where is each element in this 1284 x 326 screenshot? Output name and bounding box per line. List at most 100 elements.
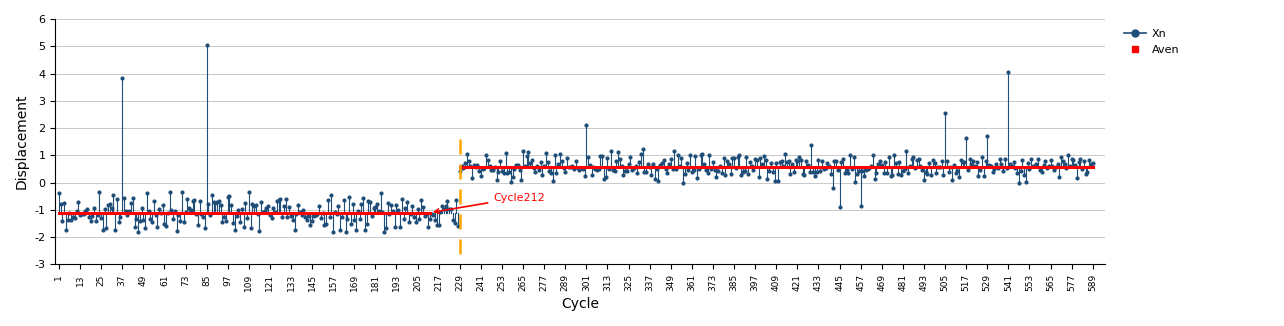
Point (1000, 161, 1021, 167)
Point (490, 158, 511, 163)
Point (270, 197, 290, 202)
Point (953, 159, 973, 165)
Point (317, 198, 338, 203)
Point (810, 169, 831, 174)
Point (707, 168, 728, 173)
Point (214, 215, 235, 220)
Point (272, 215, 293, 220)
Point (758, 176, 778, 182)
Point (706, 174, 727, 179)
Point (83, 205, 104, 211)
Point (882, 173, 903, 178)
Point (749, 174, 769, 179)
Point (103, 192, 123, 198)
Point (544, 153, 565, 158)
Point (850, 203, 871, 208)
Point (365, 204, 385, 209)
Point (697, 170, 718, 175)
Point (942, 177, 963, 183)
Point (615, 168, 636, 173)
Point (1023, 164, 1044, 169)
Point (833, 156, 854, 161)
Point (973, 173, 994, 178)
Point (407, 206, 428, 211)
Point (506, 163, 526, 168)
Point (886, 160, 907, 165)
Point (482, 167, 502, 172)
Point (455, 161, 475, 166)
Point (406, 219, 426, 224)
Point (193, 215, 213, 220)
Point (569, 167, 589, 172)
X-axis label: Cycle: Cycle (561, 297, 600, 311)
Point (849, 169, 869, 174)
Point (416, 211, 437, 216)
Point (381, 202, 402, 207)
Point (792, 171, 813, 177)
Point (360, 200, 380, 205)
Point (574, 173, 594, 178)
Point (636, 169, 656, 174)
Point (289, 209, 309, 215)
Point (258, 204, 279, 209)
Point (683, 167, 704, 172)
Point (141, 220, 162, 225)
Point (1016, 179, 1036, 184)
Point (248, 211, 268, 216)
Point (458, 158, 479, 163)
Point (295, 215, 316, 220)
Point (484, 165, 505, 170)
Point (167, 228, 187, 233)
Point (624, 166, 645, 171)
Point (1040, 157, 1061, 163)
Point (222, 221, 243, 226)
Point (1005, 165, 1026, 170)
Point (54, 200, 74, 206)
Point (863, 153, 883, 158)
Point (858, 166, 878, 171)
Point (745, 157, 765, 162)
Point (819, 164, 840, 169)
Point (168, 212, 189, 217)
Point (625, 163, 646, 168)
Point (110, 215, 131, 220)
Point (131, 205, 152, 211)
Point (954, 159, 975, 165)
Point (473, 166, 493, 171)
Point (383, 208, 403, 214)
Point (177, 196, 198, 201)
Point (991, 162, 1012, 167)
Point (424, 212, 444, 217)
Point (277, 214, 298, 219)
Point (448, 223, 469, 229)
Point (469, 168, 489, 173)
Point (101, 205, 122, 210)
Point (117, 212, 137, 217)
Point (357, 221, 377, 227)
Point (612, 172, 633, 177)
Point (778, 158, 799, 164)
Point (950, 157, 971, 162)
Point (195, 225, 216, 230)
Point (254, 208, 275, 214)
Text: Cycle212: Cycle212 (434, 193, 544, 213)
Point (764, 178, 785, 184)
Point (940, 164, 960, 170)
Point (1035, 158, 1055, 163)
Point (844, 155, 864, 160)
Point (512, 148, 533, 153)
Point (845, 180, 865, 185)
Point (339, 194, 360, 200)
Point (329, 203, 349, 209)
Point (755, 157, 776, 162)
Point (638, 161, 659, 167)
Legend: Xn, Aven: Xn, Aven (1120, 24, 1184, 59)
Point (682, 170, 702, 175)
Point (100, 201, 121, 206)
Point (592, 153, 612, 158)
Point (577, 123, 597, 128)
Point (539, 169, 560, 174)
Point (674, 172, 695, 177)
Point (892, 169, 913, 174)
Point (175, 209, 195, 215)
